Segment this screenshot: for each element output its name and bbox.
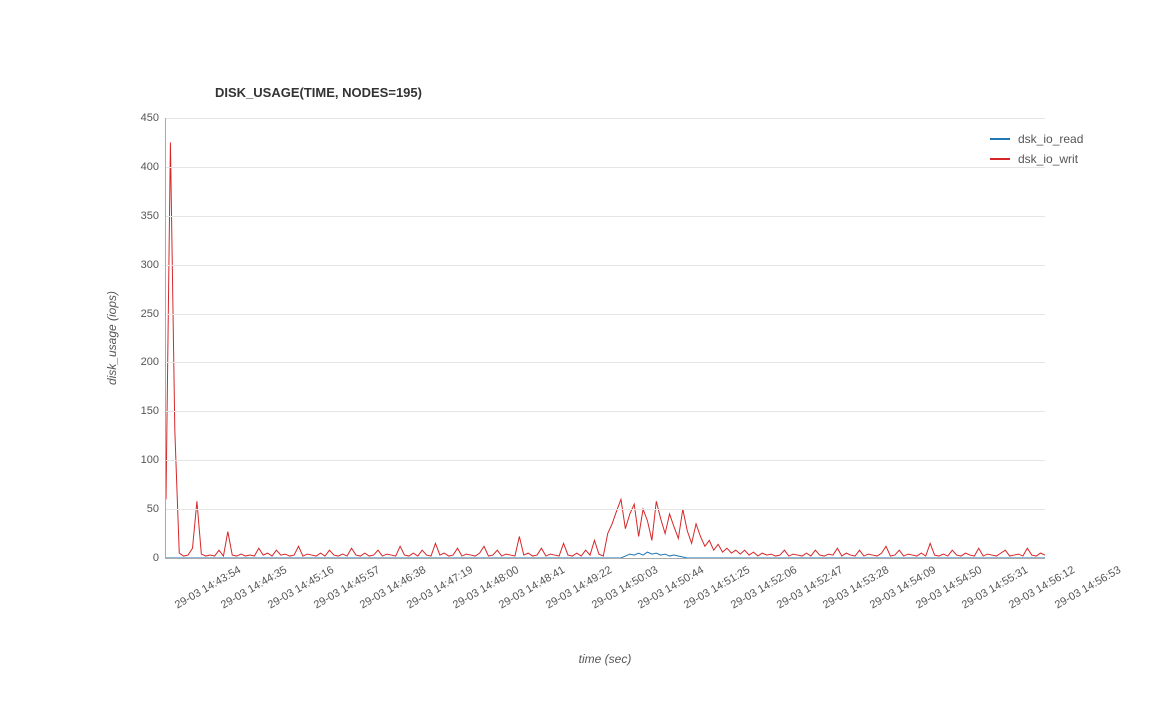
series-dsk_io_writ (166, 142, 1045, 556)
y-tick: 50 (147, 503, 159, 515)
grid-line (166, 167, 1045, 168)
grid-line (166, 362, 1045, 363)
plot-wrap: disk_usage (iops) 0501001502002503003504… (115, 118, 1045, 558)
y-tick: 300 (141, 259, 159, 271)
y-tick: 200 (141, 356, 159, 368)
legend-item-read: dsk_io_read (990, 132, 1083, 146)
y-tick: 0 (153, 552, 159, 564)
y-tick: 450 (141, 112, 159, 124)
legend-label-read: dsk_io_read (1018, 132, 1083, 146)
y-tick: 100 (141, 454, 159, 466)
plot-area (165, 118, 1045, 559)
y-tick: 150 (141, 405, 159, 417)
y-tick: 250 (141, 308, 159, 320)
grid-line (166, 314, 1045, 315)
grid-line (166, 509, 1045, 510)
x-axis: 29-03 14:43:5429-03 14:44:3529-03 14:45:… (165, 558, 1045, 648)
grid-line (166, 118, 1045, 119)
legend: dsk_io_read dsk_io_writ (990, 132, 1083, 172)
x-axis-label: time (sec) (165, 652, 1045, 666)
chart-container: DISK_USAGE(TIME, NODES=195) disk_usage (… (115, 85, 1045, 666)
legend-swatch-writ (990, 158, 1010, 160)
grid-line (166, 411, 1045, 412)
grid-line (166, 265, 1045, 266)
chart-lines (166, 118, 1045, 558)
legend-label-writ: dsk_io_writ (1018, 152, 1078, 166)
y-tick: 350 (141, 210, 159, 222)
y-axis: 050100150200250300350400450 (115, 118, 165, 558)
legend-swatch-read (990, 138, 1010, 140)
y-tick: 400 (141, 161, 159, 173)
legend-item-writ: dsk_io_writ (990, 152, 1083, 166)
chart-title: DISK_USAGE(TIME, NODES=195) (215, 85, 1045, 100)
grid-line (166, 216, 1045, 217)
grid-line (166, 460, 1045, 461)
